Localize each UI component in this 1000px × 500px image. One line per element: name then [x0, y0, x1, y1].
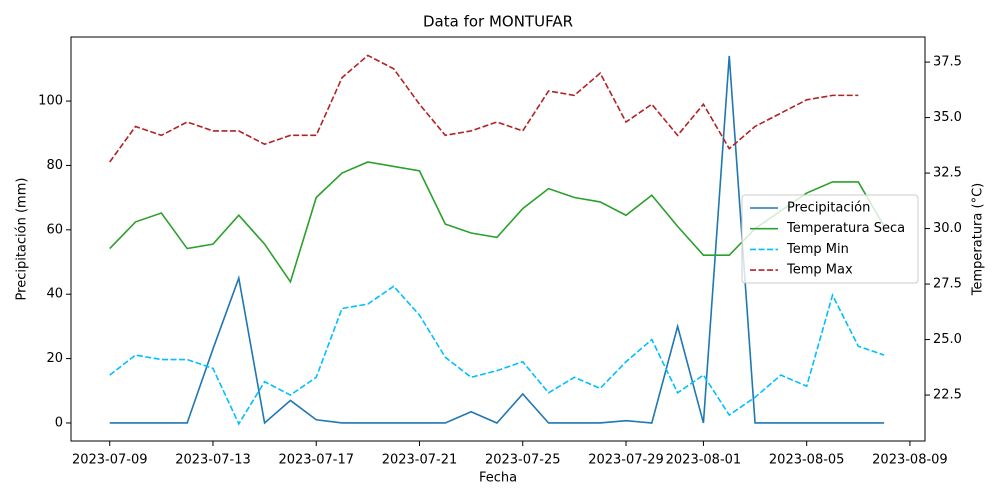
- series-line: [109, 54, 859, 163]
- y-tick-label: 20: [46, 351, 63, 366]
- legend-box: [741, 194, 919, 284]
- series-line: [109, 55, 885, 425]
- y2-tick-label: 27.5: [933, 277, 962, 292]
- legend-label: Precipitación: [787, 201, 870, 216]
- x-axis-label: Fecha: [479, 471, 517, 486]
- y-axis-label: Precipitación (mm): [15, 178, 30, 301]
- legend-label: Temp Min: [786, 242, 849, 257]
- y-tick-label: 40: [46, 287, 63, 302]
- x-tick-label: 2023-07-25: [485, 453, 561, 468]
- x-tick-label: 2023-07-21: [382, 453, 458, 468]
- x-tick-label: 2023-07-17: [278, 453, 354, 468]
- chart-title: Data for MONTUFAR: [423, 13, 573, 31]
- y-tick-label: 80: [46, 158, 63, 173]
- y2-tick-label: 37.5: [933, 55, 962, 70]
- y2-tick-label: 32.5: [933, 166, 962, 181]
- x-tick-label: 2023-08-09: [872, 453, 948, 468]
- x-tick-label: 2023-07-09: [72, 453, 148, 468]
- legend-label: Temperatura Seca: [786, 221, 905, 236]
- series-line: [109, 285, 885, 426]
- x-tick-label: 2023-08-01: [666, 453, 742, 468]
- legend-label: Temp Max: [786, 263, 853, 278]
- y-tick-label: 0: [55, 415, 63, 430]
- x-tick-label: 2023-07-29: [588, 453, 664, 468]
- y2-axis-label: Temperatura (°C): [971, 183, 986, 296]
- y2-tick-label: 35.0: [933, 110, 962, 125]
- y-tick-label: 100: [38, 94, 63, 109]
- y-tick-label: 60: [46, 222, 63, 237]
- y2-tick-label: 22.5: [933, 388, 962, 403]
- x-tick-label: 2023-08-05: [769, 453, 845, 468]
- y2-tick-label: 30.0: [933, 221, 962, 236]
- y2-tick-label: 25.0: [933, 332, 962, 347]
- plot-frame: [70, 36, 926, 442]
- x-tick-label: 2023-07-13: [175, 453, 251, 468]
